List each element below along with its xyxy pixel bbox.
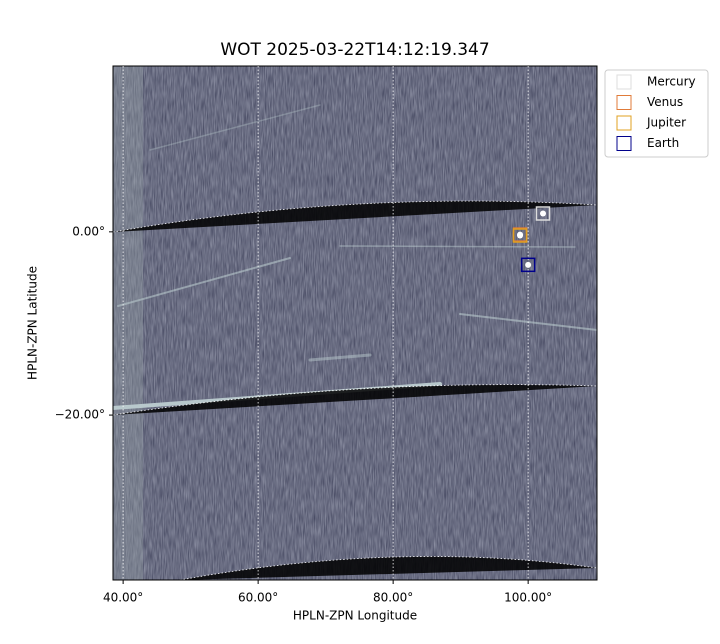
image-noise [113,66,597,580]
chart-title: WOT 2025-03-22T14:12:19.347 [220,40,489,60]
object-core [517,232,524,239]
image [113,66,597,580]
legend-swatch [616,74,632,90]
x-tick-label: 80.00° [373,591,413,605]
x-axis-label: HPLN-ZPN Longitude [293,609,417,623]
image-edge [113,66,143,580]
legend [604,69,709,158]
object-marker [512,228,528,243]
legend-swatch [616,115,632,131]
streak [117,257,291,307]
legend-label: Mercury [647,75,696,89]
object-marker [535,206,551,221]
axes-frame [112,65,598,581]
object-core [539,210,546,217]
legend-swatch [616,136,632,151]
graticule [179,556,597,580]
streak [339,245,576,248]
legend-label: Venus [647,95,683,109]
y-axis-label: HPLN-ZPN Latitude [26,266,40,380]
legend-label: Jupiter [646,116,686,130]
streak [308,353,372,362]
x-tick-label: 60.00° [238,591,278,605]
graticule [113,200,597,233]
y-tick-label: 0.00° [72,224,105,238]
x-tick-label: 40.00° [103,591,143,605]
x-tick-label: 100.00° [504,591,552,605]
legend-swatch [616,95,632,110]
y-tick-label: −20.00° [55,408,105,422]
object-marker [520,257,536,273]
graticule [113,384,597,416]
legend-label: Earth [647,136,679,150]
streak [149,104,321,151]
object-core [525,261,532,268]
